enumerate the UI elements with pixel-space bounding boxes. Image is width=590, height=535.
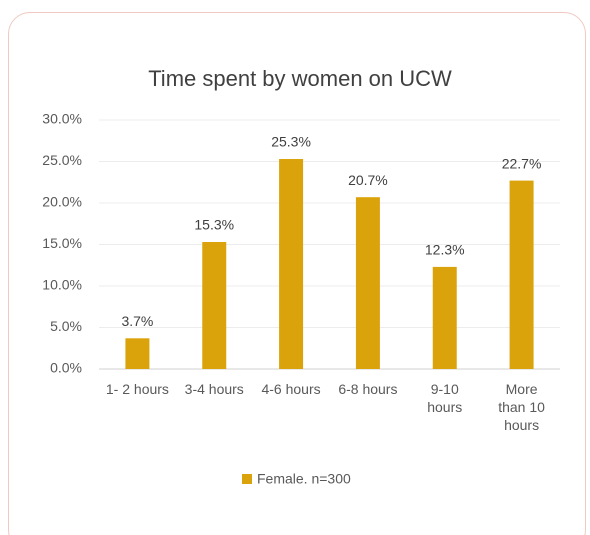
data-label: 15.3% <box>194 217 234 233</box>
data-label: 3.7% <box>121 313 153 329</box>
data-label: 20.7% <box>348 172 388 188</box>
y-tick-label: 20.0% <box>42 194 82 210</box>
legend-label: Female. n=300 <box>257 471 351 487</box>
y-tick-label: 10.0% <box>42 277 82 293</box>
y-tick-label: 25.0% <box>42 152 82 168</box>
x-tick-label: 1- 2 hours <box>105 381 169 397</box>
x-tick-label: 3-4 hours <box>184 381 244 397</box>
bar <box>279 159 304 369</box>
bar <box>355 197 380 369</box>
y-tick-label: 5.0% <box>50 318 82 334</box>
x-tick-label: More than 10 hours <box>498 381 545 433</box>
bar <box>125 338 150 369</box>
bar <box>432 266 457 369</box>
data-label: 25.3% <box>271 134 311 150</box>
legend-swatch <box>242 474 252 484</box>
x-tick-label: 9-10 hours <box>427 381 463 415</box>
y-tick-label: 15.0% <box>42 235 82 251</box>
data-label: 22.7% <box>502 155 542 171</box>
bar <box>202 242 227 369</box>
chart-title: Time spent by women on UCW <box>148 66 452 91</box>
data-label: 12.3% <box>425 242 465 258</box>
card <box>8 12 586 535</box>
bar <box>509 180 534 369</box>
y-tick-label: 30.0% <box>42 111 82 127</box>
y-tick-label: 0.0% <box>50 360 82 376</box>
x-tick-label: 6-8 hours <box>338 381 398 397</box>
x-tick-label: 4-6 hours <box>261 381 321 397</box>
